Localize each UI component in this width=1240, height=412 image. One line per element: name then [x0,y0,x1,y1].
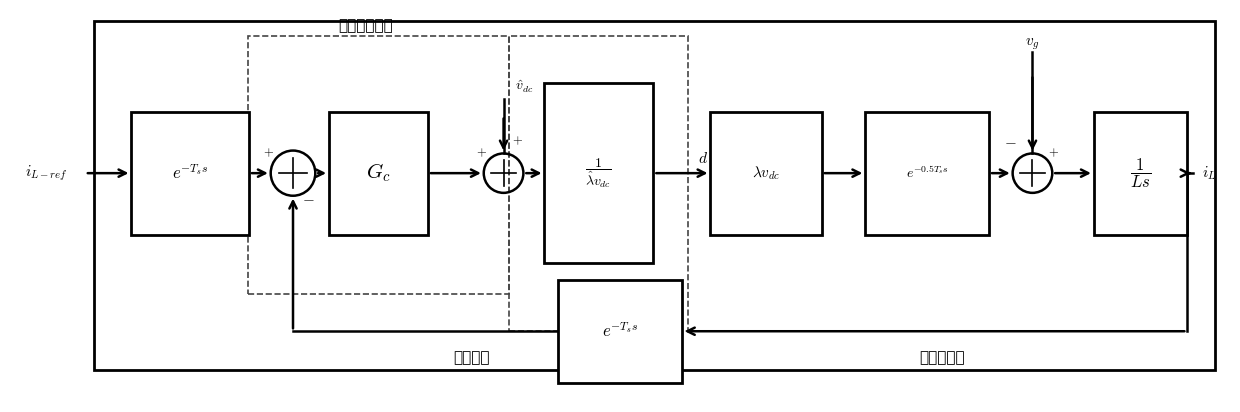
Bar [711,112,822,235]
Bar [248,35,508,294]
Text: 电流环控制: 电流环控制 [919,351,965,365]
Bar [329,112,428,235]
Bar [866,112,990,235]
Bar [131,112,249,235]
Text: $-$: $-$ [301,190,314,205]
Text: $\lambda v_{dc}$: $\lambda v_{dc}$ [751,164,780,182]
Text: $d$: $d$ [698,151,708,166]
Text: 电流环控制器: 电流环控制器 [339,18,393,33]
Bar [544,83,653,264]
Text: $e^{-0.5T_s s}$: $e^{-0.5T_s s}$ [905,165,949,181]
Text: $e^{-T_s s}$: $e^{-T_s s}$ [172,164,208,183]
Bar [558,280,682,383]
Text: $-$: $-$ [1004,133,1017,148]
Bar [508,35,688,331]
Text: $i_L$: $i_L$ [1202,164,1216,182]
Text: $+$: $+$ [512,134,523,147]
Text: $\dfrac{1}{Ls}$: $\dfrac{1}{Ls}$ [1130,157,1151,190]
Bar [93,21,1214,370]
Text: $+$: $+$ [476,146,487,159]
Text: $G_c$: $G_c$ [366,162,391,185]
Text: $\dfrac{1}{\hat{\lambda}v_{dc}}$: $\dfrac{1}{\hat{\lambda}v_{dc}}$ [585,157,613,190]
Text: $\hat{v}_{dc}$: $\hat{v}_{dc}$ [515,79,533,95]
Text: $i_{L-ref}$: $i_{L-ref}$ [26,164,68,183]
Text: 采样延时: 采样延时 [453,351,490,365]
Text: $+$: $+$ [1048,146,1059,159]
Text: $+$: $+$ [263,146,274,159]
Bar [1094,112,1187,235]
Text: $e^{-T_s s}$: $e^{-T_s s}$ [601,322,639,341]
Text: $v_g$: $v_g$ [1025,36,1039,52]
